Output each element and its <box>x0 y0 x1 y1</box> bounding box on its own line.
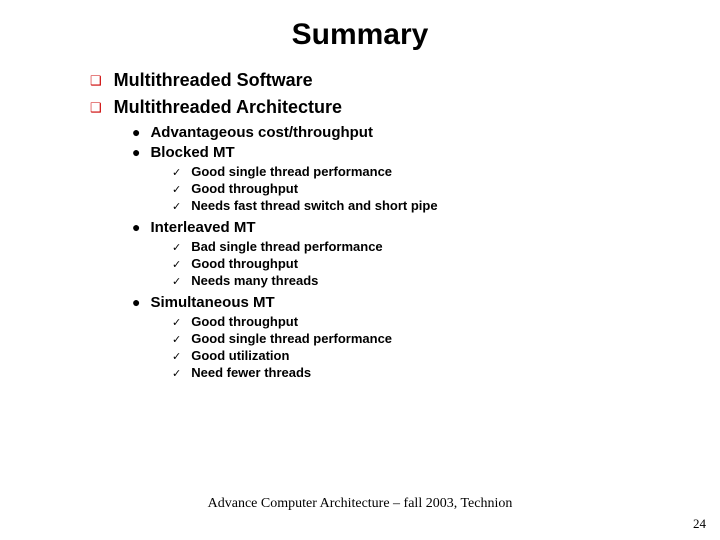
list-item: ✓ Need fewer threads <box>172 365 720 380</box>
slide-content: ❑ Multithreaded Software ❑ Multithreaded… <box>0 70 720 380</box>
list-item: ✓ Good throughput <box>172 181 720 196</box>
slide-title: Summary <box>0 0 720 70</box>
level2-text: Blocked MT <box>150 144 234 161</box>
list-item: ✓ Bad single thread performance <box>172 239 720 254</box>
check-icon: ✓ <box>172 275 181 288</box>
list-item: ❑ Multithreaded Software <box>90 70 720 91</box>
check-icon: ✓ <box>172 200 181 213</box>
square-bullet-icon: ❑ <box>90 100 102 116</box>
check-icon: ✓ <box>172 241 181 254</box>
list-item: ✓ Good single thread performance <box>172 331 720 346</box>
sub-sublist: ✓ Good single thread performance ✓ Good … <box>132 164 720 213</box>
check-icon: ✓ <box>172 316 181 329</box>
list-item: ✓ Good throughput <box>172 256 720 271</box>
level2-text: Advantageous cost/throughput <box>150 124 373 141</box>
check-icon: ✓ <box>172 367 181 380</box>
list-item: ✓ Good throughput <box>172 314 720 329</box>
level3-text: Good throughput <box>191 314 298 329</box>
dot-bullet-icon: ● <box>132 220 140 234</box>
square-bullet-icon: ❑ <box>90 73 102 89</box>
dot-bullet-icon: ● <box>132 125 140 139</box>
list-item: ❑ Multithreaded Architecture <box>90 97 720 118</box>
list-item: ● Advantageous cost/throughput <box>132 124 720 141</box>
sub-sublist: ✓ Bad single thread performance ✓ Good t… <box>132 239 720 288</box>
sub-sublist: ✓ Good throughput ✓ Good single thread p… <box>132 314 720 380</box>
list-item: ● Simultaneous MT <box>132 294 720 311</box>
level3-text: Bad single thread performance <box>191 239 382 254</box>
level3-text: Good throughput <box>191 181 298 196</box>
dot-bullet-icon: ● <box>132 295 140 309</box>
level3-text: Good throughput <box>191 256 298 271</box>
level3-text: Need fewer threads <box>191 365 311 380</box>
level3-text: Good utilization <box>191 348 289 363</box>
footer-text: Advance Computer Architecture – fall 200… <box>0 496 720 512</box>
check-icon: ✓ <box>172 350 181 363</box>
level2-text: Simultaneous MT <box>150 294 274 311</box>
list-item: ✓ Needs fast thread switch and short pip… <box>172 198 720 213</box>
check-icon: ✓ <box>172 166 181 179</box>
level1-text: Multithreaded Architecture <box>114 97 342 118</box>
list-item: ✓ Needs many threads <box>172 273 720 288</box>
level3-text: Good single thread performance <box>191 331 392 346</box>
level1-text: Multithreaded Software <box>114 70 313 91</box>
list-item: ● Blocked MT <box>132 144 720 161</box>
level3-text: Needs many threads <box>191 273 318 288</box>
level2-text: Interleaved MT <box>150 219 255 236</box>
list-item: ✓ Good utilization <box>172 348 720 363</box>
check-icon: ✓ <box>172 258 181 271</box>
list-item: ✓ Good single thread performance <box>172 164 720 179</box>
dot-bullet-icon: ● <box>132 145 140 159</box>
level3-text: Good single thread performance <box>191 164 392 179</box>
level3-text: Needs fast thread switch and short pipe <box>191 198 437 213</box>
page-number: 24 <box>693 516 706 532</box>
check-icon: ✓ <box>172 183 181 196</box>
list-item: ● Interleaved MT <box>132 219 720 236</box>
check-icon: ✓ <box>172 333 181 346</box>
sublist: ● Advantageous cost/throughput ● Blocked… <box>90 124 720 380</box>
